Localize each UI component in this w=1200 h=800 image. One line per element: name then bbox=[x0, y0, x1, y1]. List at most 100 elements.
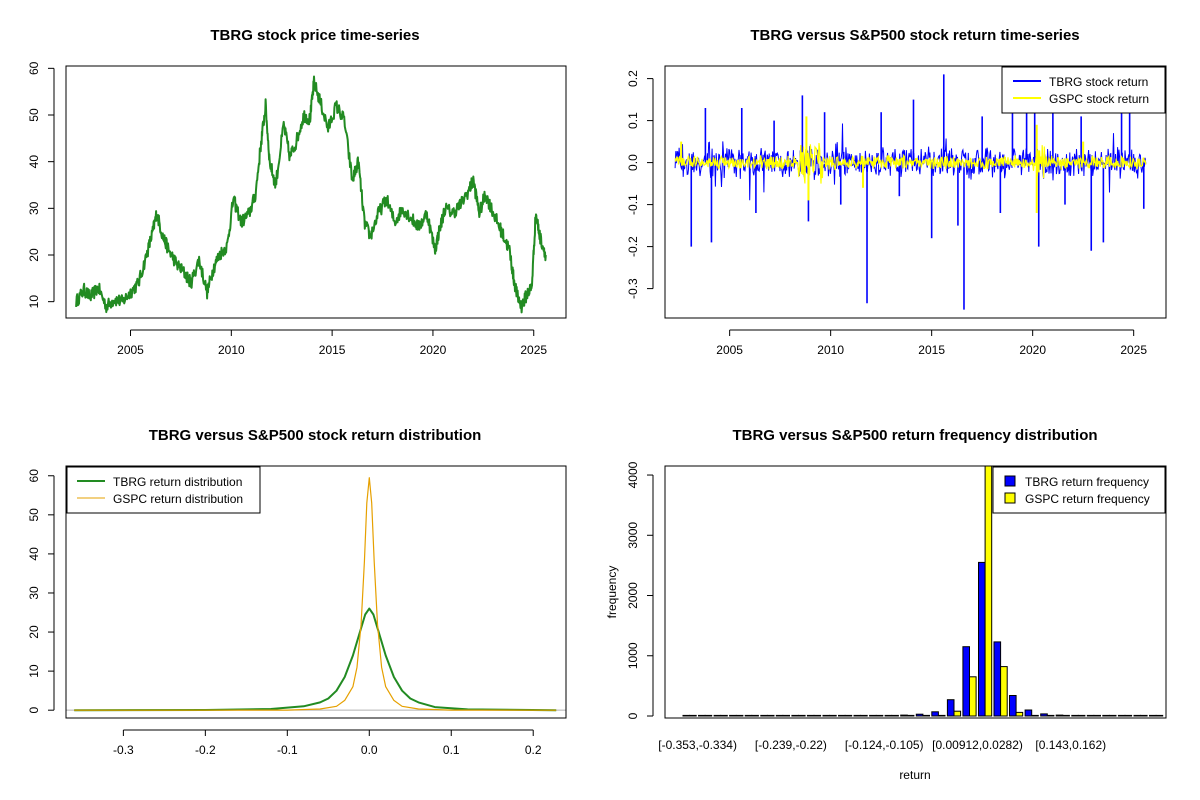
histogram-tbrg-bar bbox=[962, 646, 971, 717]
histogram-tbrg-bar bbox=[729, 714, 737, 717]
histogram-tbrg-bar bbox=[1024, 709, 1033, 717]
density-legend: TBRG return distribution GSPC return dis… bbox=[66, 466, 261, 514]
returns-x-tick-label: 2025 bbox=[1120, 343, 1147, 357]
price-line-layer bbox=[75, 75, 547, 314]
histogram-gspc-bar bbox=[813, 714, 822, 717]
histogram-gspc-bar bbox=[798, 714, 806, 717]
price-plot-frame bbox=[65, 65, 567, 319]
histogram-tbrg-bar bbox=[760, 714, 768, 717]
histogram-x-tick-label: [-0.353,-0.334) bbox=[658, 738, 737, 752]
histogram-tbrg-bar bbox=[884, 714, 893, 717]
histogram-gspc-bar bbox=[1062, 714, 1070, 717]
price-chart-panel: TBRG stock price time-series 2005 2010 201… bbox=[27, 27, 567, 357]
histogram-x-axis: [-0.353,-0.334) [-0.239,-0.22) [-0.124,-0.… bbox=[658, 738, 1106, 752]
returns-y-tick-label: -0.1 bbox=[626, 194, 640, 215]
density-plot-frame bbox=[65, 465, 567, 719]
returns-x-axis: 2005 2010 2015 2020 2025 bbox=[716, 329, 1147, 357]
density-gspc-line bbox=[74, 477, 557, 711]
histogram-gspc-bar bbox=[1046, 714, 1055, 717]
histogram-y-tick-label: 4000 bbox=[626, 461, 640, 488]
histogram-tbrg-bar bbox=[744, 714, 753, 717]
histogram-gspc-bar bbox=[984, 465, 993, 717]
returns-y-tick-label: -0.2 bbox=[626, 236, 640, 257]
density-y-tick-label: 20 bbox=[27, 625, 41, 639]
price-chart-title: TBRG stock price time-series bbox=[210, 27, 419, 44]
density-line-layer bbox=[66, 477, 566, 712]
histogram-x-tick-label: [-0.239,-0.22) bbox=[755, 738, 827, 752]
density-y-axis: 0 10 20 30 40 50 60 bbox=[27, 469, 55, 714]
histogram-tbrg-bar bbox=[993, 641, 1002, 717]
histogram-tbrg-bar bbox=[1086, 714, 1095, 717]
returns-chart-panel: TBRG versus S&P500 stock return time-ser… bbox=[626, 27, 1167, 357]
price-y-tick-label: 10 bbox=[27, 295, 41, 309]
histogram-gspc-bar bbox=[1155, 714, 1164, 717]
returns-chart-title: TBRG versus S&P500 stock return time-ser… bbox=[750, 27, 1079, 44]
histogram-gspc-bar bbox=[937, 714, 946, 717]
histogram-y-tick-label: 0 bbox=[626, 712, 640, 719]
density-y-tick-label: 60 bbox=[27, 469, 41, 483]
histogram-chart-panel: TBRG versus S&P500 return frequency dist… bbox=[605, 427, 1167, 782]
density-legend-label-tbrg: TBRG return distribution bbox=[113, 475, 242, 489]
returns-x-tick-label: 2015 bbox=[918, 343, 945, 357]
histogram-legend-box bbox=[992, 466, 1166, 514]
histogram-tbrg-bar bbox=[915, 713, 924, 717]
histogram-tbrg-bar bbox=[900, 714, 908, 717]
price-x-tick-label: 2020 bbox=[420, 343, 447, 357]
histogram-gspc-bar bbox=[860, 714, 868, 717]
returns-x-tick-label: 2020 bbox=[1019, 343, 1046, 357]
price-series-line bbox=[75, 75, 547, 314]
density-tbrg-line bbox=[74, 607, 557, 712]
histogram-y-tick-label: 2000 bbox=[626, 582, 640, 609]
histogram-tbrg-bar bbox=[806, 714, 815, 717]
histogram-tbrg-bar bbox=[822, 714, 831, 717]
density-y-tick-label: 30 bbox=[27, 586, 41, 600]
histogram-gspc-bar bbox=[766, 714, 775, 717]
histogram-legend-label-tbrg: TBRG return frequency bbox=[1025, 475, 1149, 489]
returns-legend-box bbox=[1001, 66, 1166, 114]
density-chart-panel: TBRG versus S&P500 stock return distribu… bbox=[27, 427, 567, 757]
histogram-gspc-bar bbox=[1108, 714, 1117, 717]
price-y-tick-label: 30 bbox=[27, 201, 41, 215]
histogram-bar-layer bbox=[682, 465, 1164, 717]
histogram-tbrg-bar bbox=[1117, 714, 1126, 717]
histogram-chart-title: TBRG versus S&P500 return frequency dist… bbox=[732, 427, 1097, 444]
histogram-gspc-bar bbox=[1031, 714, 1039, 717]
histogram-legend-swatch-tbrg bbox=[1004, 475, 1016, 487]
histogram-y-tick-label: 1000 bbox=[626, 642, 640, 669]
density-x-tick-label: -0.1 bbox=[277, 743, 298, 757]
histogram-y-axis: 0 1000 2000 3000 4000 bbox=[626, 461, 654, 719]
histogram-x-tick-label: [0.00912,0.0282) bbox=[932, 738, 1023, 752]
density-legend-box bbox=[66, 466, 261, 514]
returns-legend-label-tbrg: TBRG stock return bbox=[1049, 75, 1148, 89]
histogram-tbrg-bar bbox=[682, 714, 691, 717]
histogram-y-tick-label: 3000 bbox=[626, 522, 640, 549]
histogram-tbrg-bar bbox=[1009, 695, 1017, 717]
histogram-gspc-bar bbox=[891, 714, 899, 717]
histogram-gspc-bar bbox=[922, 714, 931, 717]
histogram-tbrg-bar bbox=[698, 714, 706, 717]
histogram-gspc-bar bbox=[953, 710, 962, 717]
price-y-tick-label: 40 bbox=[27, 155, 41, 169]
density-x-tick-label: -0.3 bbox=[113, 743, 134, 757]
price-y-tick-label: 50 bbox=[27, 108, 41, 122]
histogram-gspc-bar bbox=[1000, 666, 1008, 717]
density-x-tick-label: 0.2 bbox=[525, 743, 542, 757]
density-legend-label-gspc: GSPC return distribution bbox=[113, 492, 243, 506]
price-x-tick-label: 2005 bbox=[117, 343, 144, 357]
histogram-gspc-bar bbox=[1077, 714, 1086, 717]
density-y-tick-label: 40 bbox=[27, 547, 41, 561]
density-y-tick-label: 50 bbox=[27, 508, 41, 522]
histogram-legend-swatch-gspc bbox=[1004, 492, 1016, 504]
returns-y-tick-label: -0.3 bbox=[626, 278, 640, 299]
histogram-tbrg-bar bbox=[869, 714, 877, 717]
returns-y-tick-label: 0.0 bbox=[626, 154, 640, 171]
histogram-tbrg-bar bbox=[1102, 714, 1110, 717]
histogram-tbrg-bar bbox=[978, 561, 986, 717]
histogram-tbrg-bar bbox=[775, 714, 784, 717]
histogram-tbrg-bar bbox=[853, 714, 862, 717]
histogram-y-axis-label: frequency bbox=[605, 566, 619, 619]
returns-legend: TBRG stock return GSPC stock return bbox=[1001, 66, 1166, 114]
density-x-tick-label: 0.0 bbox=[361, 743, 378, 757]
price-x-tick-label: 2010 bbox=[218, 343, 245, 357]
histogram-tbrg-bar bbox=[791, 714, 800, 717]
